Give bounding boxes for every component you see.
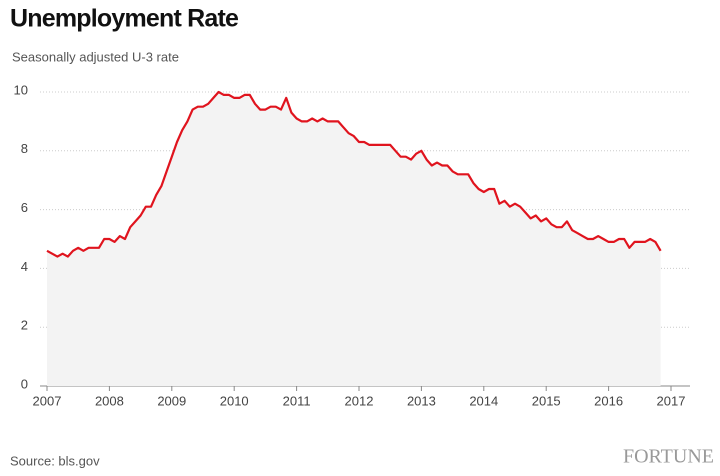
x-tick-label: 2012: [345, 393, 374, 408]
line: [46, 90, 662, 258]
y-tick-label: 10: [14, 82, 28, 97]
x-tick-label: 2014: [469, 393, 498, 408]
source: Source: bls.gov: [10, 453, 100, 468]
x-tick-label: 2009: [157, 393, 186, 408]
brand: FORTUNE: [623, 446, 714, 468]
x-tick-label: 2010: [220, 393, 249, 408]
y-tick-label: 8: [21, 141, 28, 156]
x-tick-label: 2016: [594, 393, 623, 408]
x-tick-label: 2017: [657, 393, 686, 408]
y-tick-label: 2: [21, 318, 28, 333]
y-tick-label: 0: [21, 376, 28, 391]
area: [47, 92, 661, 386]
x-tick-label: 2007: [33, 393, 62, 408]
x-tick-label: 2013: [407, 393, 436, 408]
x-tick-label: 2008: [95, 393, 124, 408]
y-tick-label: 4: [21, 259, 28, 274]
y-tick-label: 6: [21, 200, 28, 215]
chart-title: Unemployment Rate: [10, 5, 239, 33]
chart-subtitle: Seasonally adjusted U-3 rate: [12, 49, 179, 64]
x-tick-label: 2015: [532, 393, 561, 408]
x-tick-label: 2011: [283, 393, 311, 408]
